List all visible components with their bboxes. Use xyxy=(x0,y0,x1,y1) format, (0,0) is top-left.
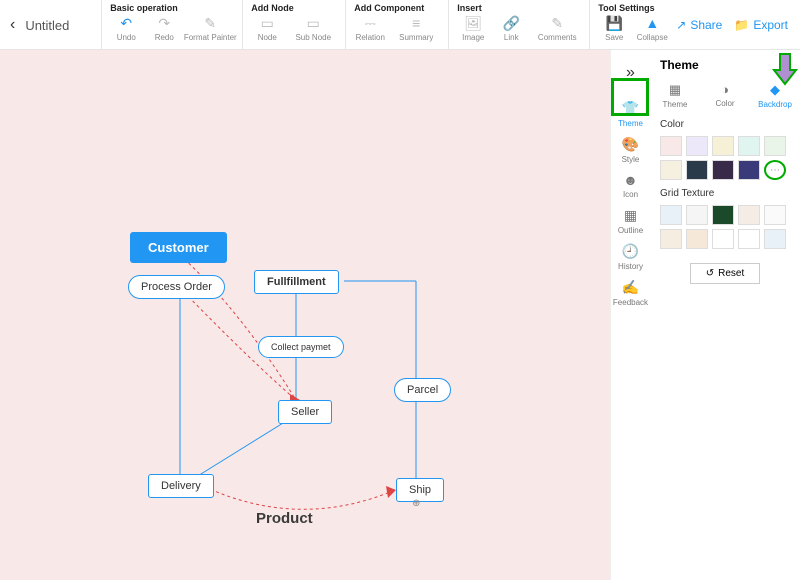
group-label: Add Node xyxy=(251,3,337,13)
sidetab-feedback[interactable]: ✍Feedback xyxy=(613,275,649,311)
texture-swatch[interactable] xyxy=(738,205,760,225)
sidetab-icon[interactable]: ☻Icon xyxy=(613,168,649,203)
panel-title: Theme xyxy=(660,58,790,72)
theme-icon: 👕 xyxy=(622,100,639,117)
tb-redo[interactable]: ↷Redo xyxy=(148,15,180,42)
node-seller[interactable]: Seller xyxy=(278,400,332,424)
texture-swatch[interactable] xyxy=(686,205,708,225)
group-label: Add Component xyxy=(354,3,440,13)
color-section-label: Color xyxy=(660,119,790,130)
add-child-icon[interactable]: ⊕ xyxy=(412,498,420,509)
feedback-icon: ✍ xyxy=(622,279,639,296)
tb-sub-node[interactable]: ▭Sub Node xyxy=(289,15,337,42)
canvas[interactable]: Customer Process Order Fullfillment Coll… xyxy=(0,50,610,580)
texture-swatch[interactable] xyxy=(686,229,708,249)
history-icon: 🕘 xyxy=(622,243,639,260)
sidetab-history[interactable]: 🕘History xyxy=(613,239,649,275)
tb-summary[interactable]: ≡Summary xyxy=(392,15,440,42)
tb-undo[interactable]: ↶Undo xyxy=(110,15,142,42)
back-button[interactable]: ‹ xyxy=(0,0,25,50)
sidetab-style[interactable]: 🎨Style xyxy=(613,132,649,168)
node-parcel[interactable]: Parcel xyxy=(394,378,451,402)
node-collect-payment[interactable]: Collect paymet xyxy=(258,336,344,358)
sidetab-theme[interactable]: 👕Theme xyxy=(613,96,649,132)
label-product: Product xyxy=(256,510,313,527)
color-swatch[interactable]: ⋯ xyxy=(764,160,786,180)
collapse-panel-button[interactable]: » xyxy=(620,58,641,88)
tb-node[interactable]: ▭Node xyxy=(251,15,283,42)
tb-save[interactable]: 💾Save xyxy=(598,15,630,42)
ptab-color[interactable]: ◑Color xyxy=(710,82,740,109)
doc-title[interactable]: Untitled xyxy=(25,0,101,50)
color-swatch[interactable] xyxy=(686,136,708,156)
node-process-order[interactable]: Process Order xyxy=(128,275,225,299)
color-icon: ◑ xyxy=(721,82,729,97)
color-swatch[interactable] xyxy=(738,160,760,180)
texture-swatch[interactable] xyxy=(712,205,734,225)
tb-image[interactable]: 🖼Image xyxy=(457,15,489,42)
theme-panel: Theme ▦Theme ◑Color ◆Backdrop Color ⋯ Grid… xyxy=(650,50,800,580)
theme-icon: ▦ xyxy=(669,82,681,98)
texture-swatch[interactable] xyxy=(764,205,786,225)
outline-icon: ▦ xyxy=(624,207,637,224)
node-delivery[interactable]: Delivery xyxy=(148,474,214,498)
texture-swatch[interactable] xyxy=(764,229,786,249)
style-icon: 🎨 xyxy=(622,136,639,153)
color-swatch[interactable] xyxy=(712,160,734,180)
tb-relation[interactable]: ⎓Relation xyxy=(354,15,386,42)
node-customer[interactable]: Customer xyxy=(130,232,227,263)
reset-button[interactable]: ↺Reset xyxy=(690,263,760,284)
texture-swatch[interactable] xyxy=(738,229,760,249)
group-label: Tool Settings xyxy=(598,3,668,13)
group-label: Insert xyxy=(457,3,581,13)
reset-icon: ↺ xyxy=(706,268,714,279)
color-swatch[interactable] xyxy=(660,136,682,156)
export-button[interactable]: 📁Export xyxy=(734,18,788,32)
color-swatch[interactable] xyxy=(764,136,786,156)
ptab-theme[interactable]: ▦Theme xyxy=(660,82,690,109)
color-swatch[interactable] xyxy=(712,136,734,156)
texture-swatch[interactable] xyxy=(660,229,682,249)
export-icon: 📁 xyxy=(734,18,749,32)
color-swatch[interactable] xyxy=(686,160,708,180)
share-icon: ↗ xyxy=(676,18,686,32)
sidetab-outline[interactable]: ▦Outline xyxy=(613,203,649,239)
texture-swatch[interactable] xyxy=(660,205,682,225)
share-button[interactable]: ↗Share xyxy=(676,18,722,32)
icon-icon: ☻ xyxy=(623,172,638,188)
tb-link[interactable]: 🔗Link xyxy=(495,15,527,42)
tb-collapse[interactable]: ▲Collapse xyxy=(636,15,668,42)
color-swatch[interactable] xyxy=(738,136,760,156)
node-fulfillment[interactable]: Fullfillment xyxy=(254,270,339,294)
tb-comments[interactable]: ✎Comments xyxy=(533,15,581,42)
ptab-backdrop[interactable]: ◆Backdrop xyxy=(760,82,790,109)
group-label: Basic operation xyxy=(110,3,234,13)
texture-swatch[interactable] xyxy=(712,229,734,249)
tb-format-painter[interactable]: ✎Format Painter xyxy=(186,15,234,42)
color-swatch[interactable] xyxy=(660,160,682,180)
backdrop-icon: ◆ xyxy=(770,82,780,98)
texture-section-label: Grid Texture xyxy=(660,188,790,199)
